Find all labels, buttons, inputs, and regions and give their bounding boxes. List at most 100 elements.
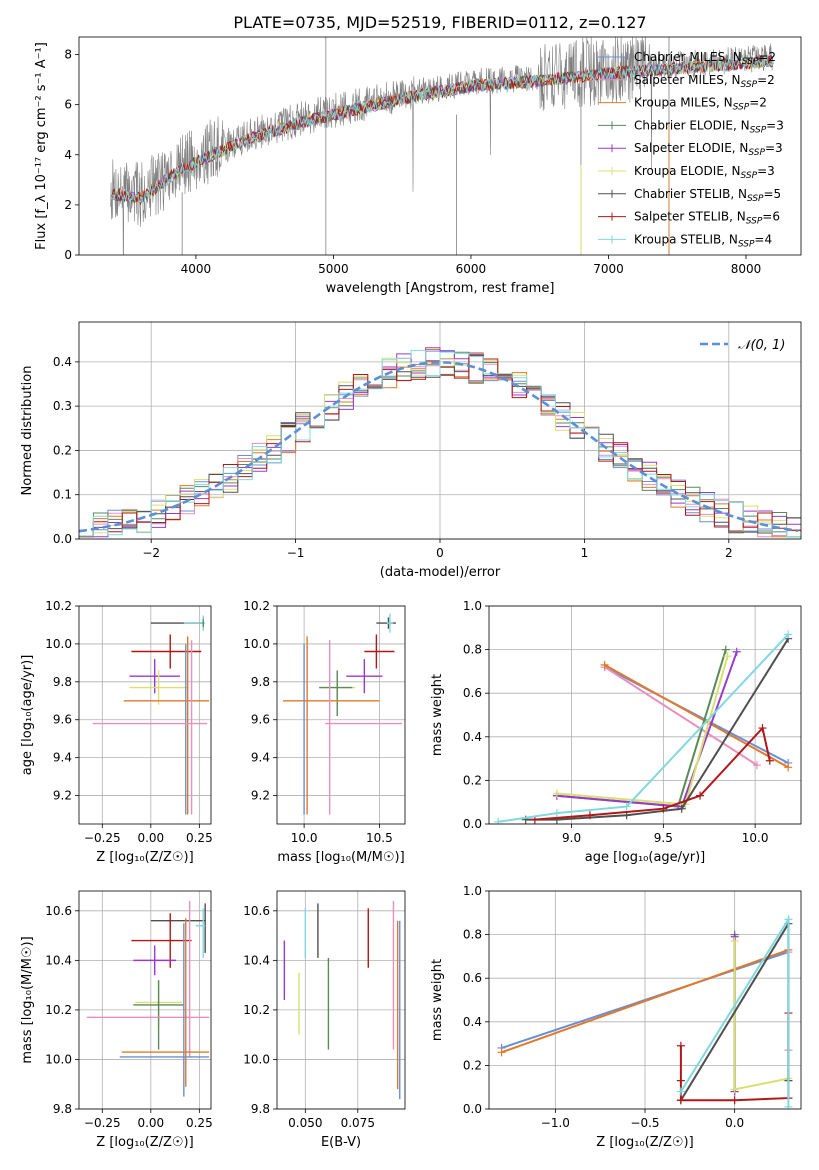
legend-subscript: SSP bbox=[747, 194, 764, 204]
legend-label: 𝒩(0, 1) bbox=[738, 338, 785, 353]
y-tick-label: 10.4 bbox=[45, 953, 72, 967]
weight-marker bbox=[676, 1096, 685, 1105]
y-axis-label: mass weight bbox=[430, 674, 445, 756]
y-tick-label: 0.2 bbox=[53, 443, 72, 457]
y-tick-label: 9.4 bbox=[53, 751, 72, 765]
legend-label: Kroupa STELIB, N bbox=[634, 232, 738, 246]
y-axis-label: mass weight bbox=[430, 959, 445, 1041]
y-tick-label: 0.0 bbox=[53, 532, 72, 546]
residual-histogram-salpeter-elodie bbox=[79, 347, 801, 538]
x-tick-label: 4000 bbox=[181, 262, 212, 276]
x-tick-label: 0 bbox=[436, 546, 444, 560]
weight-marker bbox=[730, 1085, 739, 1094]
legend-label: Kroupa ELODIE, N bbox=[634, 164, 741, 178]
axes-frame bbox=[78, 890, 212, 1110]
residual-histogram-kroupa-stelib bbox=[79, 349, 801, 538]
weight-line-salpeter-stelib bbox=[534, 726, 771, 821]
age-vs-Z-panel: −0.25 0.00 0.25 9.2 9.4 9.6 9.8 10.0 10.2 Z [log₁… bbox=[20, 599, 213, 865]
weight-marker bbox=[730, 1096, 739, 1105]
weight-marker bbox=[622, 802, 631, 811]
legend-entry: Salpeter ELODIE, NSSP=3 bbox=[634, 141, 783, 158]
legend-count: =3 bbox=[765, 141, 783, 155]
y-tick-label: 0.1 bbox=[53, 488, 72, 502]
y-tick-label: 0.6 bbox=[463, 971, 482, 985]
axes-frame bbox=[78, 321, 802, 540]
x-axis-label: E(B-V) bbox=[321, 1135, 361, 1150]
x-tick-label: −0.5 bbox=[630, 1116, 659, 1130]
legend-label: Chabrier STELIB, N bbox=[634, 187, 747, 201]
weight-marker bbox=[676, 1087, 685, 1096]
spectrum-panel: 4000 5000 6000 7000 8000 0 2 4 6 8 wavelength [Ang… bbox=[34, 36, 802, 296]
weight-marker bbox=[784, 1102, 793, 1109]
x-tick-label: 6000 bbox=[456, 262, 487, 276]
y-axis-label: Normed distribution bbox=[20, 366, 35, 496]
legend-subscript: SSP bbox=[733, 103, 750, 113]
weight-marker bbox=[552, 789, 561, 798]
y-tick-label: 9.4 bbox=[251, 751, 270, 765]
y-tick-label: 0.8 bbox=[463, 928, 482, 942]
x-tick-label: −1.0 bbox=[541, 1116, 570, 1130]
x-axis-label: age [log₁₀(age/yr)] bbox=[585, 850, 706, 865]
x-tick-label: 1 bbox=[581, 546, 589, 560]
plot-area bbox=[497, 915, 793, 1109]
legend-entry: Chabrier STELIB, NSSP=5 bbox=[634, 187, 781, 204]
legend-label: Salpeter STELIB, N bbox=[634, 210, 746, 224]
weight-marker bbox=[721, 645, 730, 654]
y-tick-label: 1.0 bbox=[463, 599, 482, 613]
y-tick-label: 0.8 bbox=[463, 643, 482, 657]
plot-area bbox=[110, 37, 774, 255]
weight-marker bbox=[676, 1076, 685, 1085]
legend-entry: Chabrier ELODIE, NSSP=3 bbox=[634, 118, 784, 135]
x-axis-label: Z [log₁₀(Z/Z☉)] bbox=[596, 1135, 693, 1150]
weight-vs-Z-panel: −1.0 −0.5 0.0 0.0 0.2 0.4 0.6 0.8 1.0 Z [log₁₀(Z/… bbox=[430, 884, 802, 1150]
age-vs-mass-panel: 10.0 10.5 9.2 9.4 9.6 9.8 10.0 10.2 mass [log₁₀(… bbox=[243, 599, 406, 865]
x-axis-label: Z [log₁₀(Z/Z☉)] bbox=[96, 1135, 193, 1150]
legend-subscript: SSP bbox=[748, 148, 765, 158]
axes-frame bbox=[78, 36, 802, 256]
y-tick-label: 0.2 bbox=[463, 1058, 482, 1072]
model-spectrum-salpeter-stelib bbox=[111, 54, 774, 205]
y-tick-label: 10.4 bbox=[243, 953, 270, 967]
legend-entry: Kroupa ELODIE, NSSP=3 bbox=[634, 164, 775, 181]
y-tick-label: 9.8 bbox=[53, 1102, 72, 1116]
y-tick-label: 9.8 bbox=[53, 675, 72, 689]
x-tick-label: 9.5 bbox=[654, 831, 673, 845]
weight-marker bbox=[752, 761, 761, 770]
x-tick-label: 5000 bbox=[318, 262, 349, 276]
gaussian-curve bbox=[79, 360, 799, 533]
x-tick-label: 10.0 bbox=[742, 831, 769, 845]
x-tick-label: −1 bbox=[287, 546, 305, 560]
y-tick-label: 2 bbox=[64, 198, 72, 212]
legend-subscript: SSP bbox=[746, 217, 763, 227]
weight-marker bbox=[732, 647, 741, 656]
y-tick-label: 8 bbox=[64, 48, 72, 62]
weight-vs-age-panel: 9.0 9.5 10.0 0.0 0.2 0.4 0.6 0.8 1.0 age [log₁₀(a… bbox=[430, 599, 802, 865]
y-tick-label: 0.2 bbox=[463, 773, 482, 787]
y-axis-label: Flux [f_λ 10⁻¹⁷ erg cm⁻² s⁻¹ A⁻¹] bbox=[34, 42, 49, 250]
weight-marker bbox=[758, 724, 767, 733]
y-tick-label: 0.4 bbox=[463, 1015, 482, 1029]
x-tick-label: 0.050 bbox=[288, 1116, 322, 1130]
y-tick-label: 9.8 bbox=[251, 1102, 270, 1116]
y-tick-label: 0 bbox=[64, 248, 72, 262]
chart-layer: 4000 5000 6000 7000 8000 0 2 4 6 8 wavelength [Ang… bbox=[20, 36, 802, 1150]
x-axis-label: Z [log₁₀(Z/Z☉)] bbox=[96, 850, 193, 865]
x-tick-label: −2 bbox=[142, 546, 160, 560]
y-tick-label: 10.2 bbox=[243, 599, 270, 613]
residuals-panel: −2 −1 0 1 2 0.0 0.1 0.2 0.3 0.4 (data-model)/error… bbox=[20, 321, 802, 580]
plot-area bbox=[494, 630, 793, 824]
weight-line-salpeter-miles bbox=[604, 666, 758, 766]
y-tick-label: 0.4 bbox=[53, 355, 72, 369]
plot-area bbox=[92, 615, 210, 815]
x-tick-label: 8000 bbox=[731, 262, 762, 276]
y-tick-label: 4 bbox=[64, 148, 72, 162]
legend-count: =4 bbox=[754, 232, 772, 246]
legend-label: Chabrier ELODIE, N bbox=[634, 118, 750, 132]
y-tick-label: 0.0 bbox=[463, 1102, 482, 1116]
x-tick-label: 7000 bbox=[593, 262, 624, 276]
y-axis-label: mass [log₁₀(M/M☉)] bbox=[20, 936, 35, 1063]
legend-subscript: SSP bbox=[742, 57, 759, 67]
weight-marker bbox=[730, 937, 739, 946]
